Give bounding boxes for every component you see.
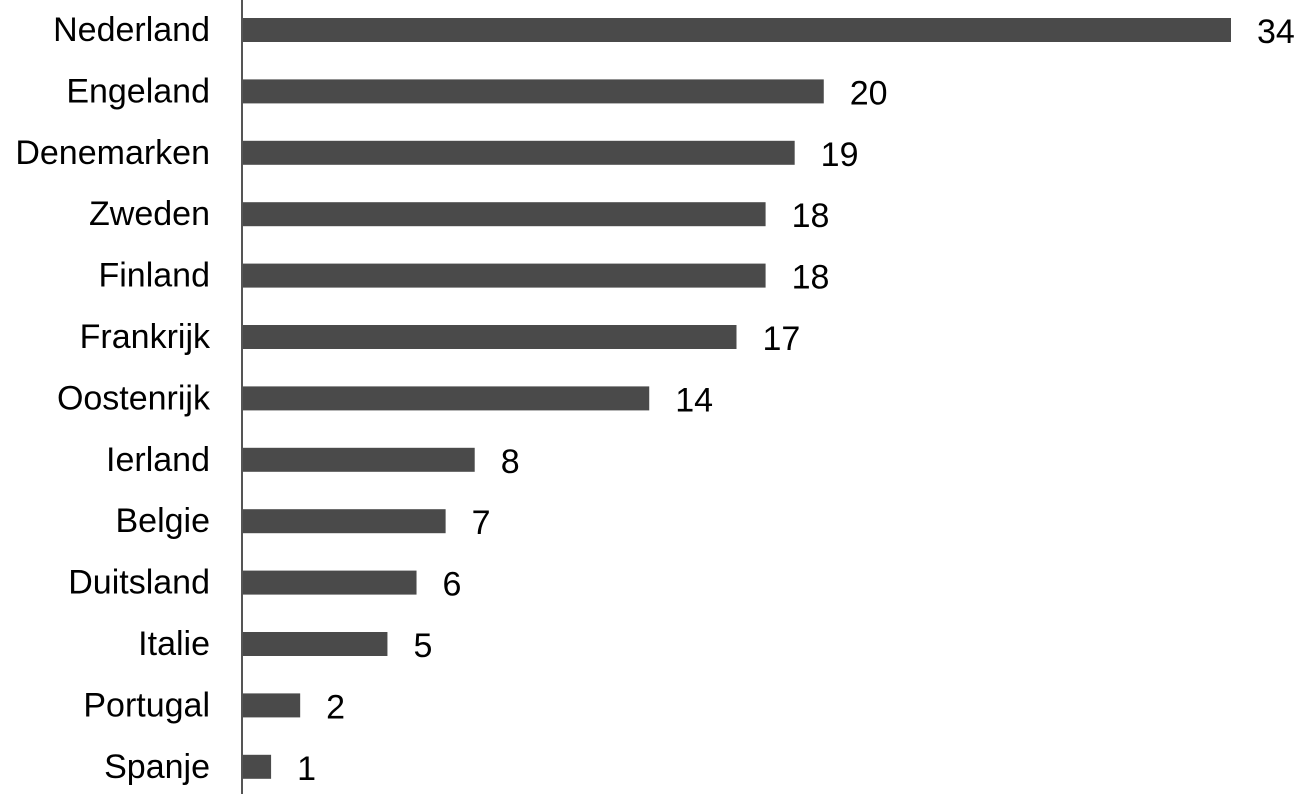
bar-denemarken <box>242 140 795 165</box>
value-label-ierland: 8 <box>501 443 520 481</box>
bar-ierland <box>242 447 475 472</box>
value-label-italie: 5 <box>413 627 432 665</box>
value-label-denemarken: 19 <box>821 136 859 174</box>
bar-nederland <box>242 18 1231 42</box>
value-label-belgie: 7 <box>472 504 491 542</box>
value-label-duitsland: 6 <box>443 566 462 604</box>
category-labels: Nederland Engeland Denemarken Zweden Finland… <box>15 11 211 786</box>
category-label-finland: Finland <box>98 257 210 295</box>
category-label-oostenrijk: Oostenrijk <box>57 379 211 417</box>
bar-engeland <box>242 79 824 104</box>
value-label-zweden: 18 <box>792 197 830 235</box>
bar-finland <box>242 263 766 288</box>
bar-oostenrijk <box>242 386 650 411</box>
category-label-ierland: Ierland <box>106 441 210 479</box>
category-label-nederland: Nederland <box>53 11 210 49</box>
category-label-zweden: Zweden <box>89 195 210 233</box>
bar-italie <box>242 632 388 656</box>
bars <box>242 18 1231 779</box>
value-label-frankrijk: 17 <box>763 320 801 358</box>
category-label-duitsland: Duitsland <box>68 564 210 602</box>
value-label-spanje: 1 <box>297 750 316 788</box>
category-label-spanje: Spanje <box>104 748 210 786</box>
bar-frankrijk <box>242 325 737 349</box>
value-label-nederland: 34 <box>1257 13 1295 51</box>
bar-belgie <box>242 509 446 534</box>
category-label-frankrijk: Frankrijk <box>80 318 211 356</box>
value-label-engeland: 20 <box>850 74 888 112</box>
bar-duitsland <box>242 570 417 595</box>
bar-spanje <box>242 754 272 779</box>
value-label-oostenrijk: 14 <box>675 381 713 419</box>
bar-portugal <box>242 693 301 718</box>
value-label-portugal: 2 <box>326 688 345 726</box>
bar-zweden <box>242 202 766 227</box>
category-label-denemarken: Denemarken <box>15 134 210 172</box>
value-label-finland: 18 <box>792 259 830 297</box>
category-label-italie: Italie <box>138 625 210 663</box>
category-label-portugal: Portugal <box>83 686 210 724</box>
category-label-engeland: Engeland <box>66 72 210 110</box>
category-label-belgie: Belgie <box>115 502 210 540</box>
